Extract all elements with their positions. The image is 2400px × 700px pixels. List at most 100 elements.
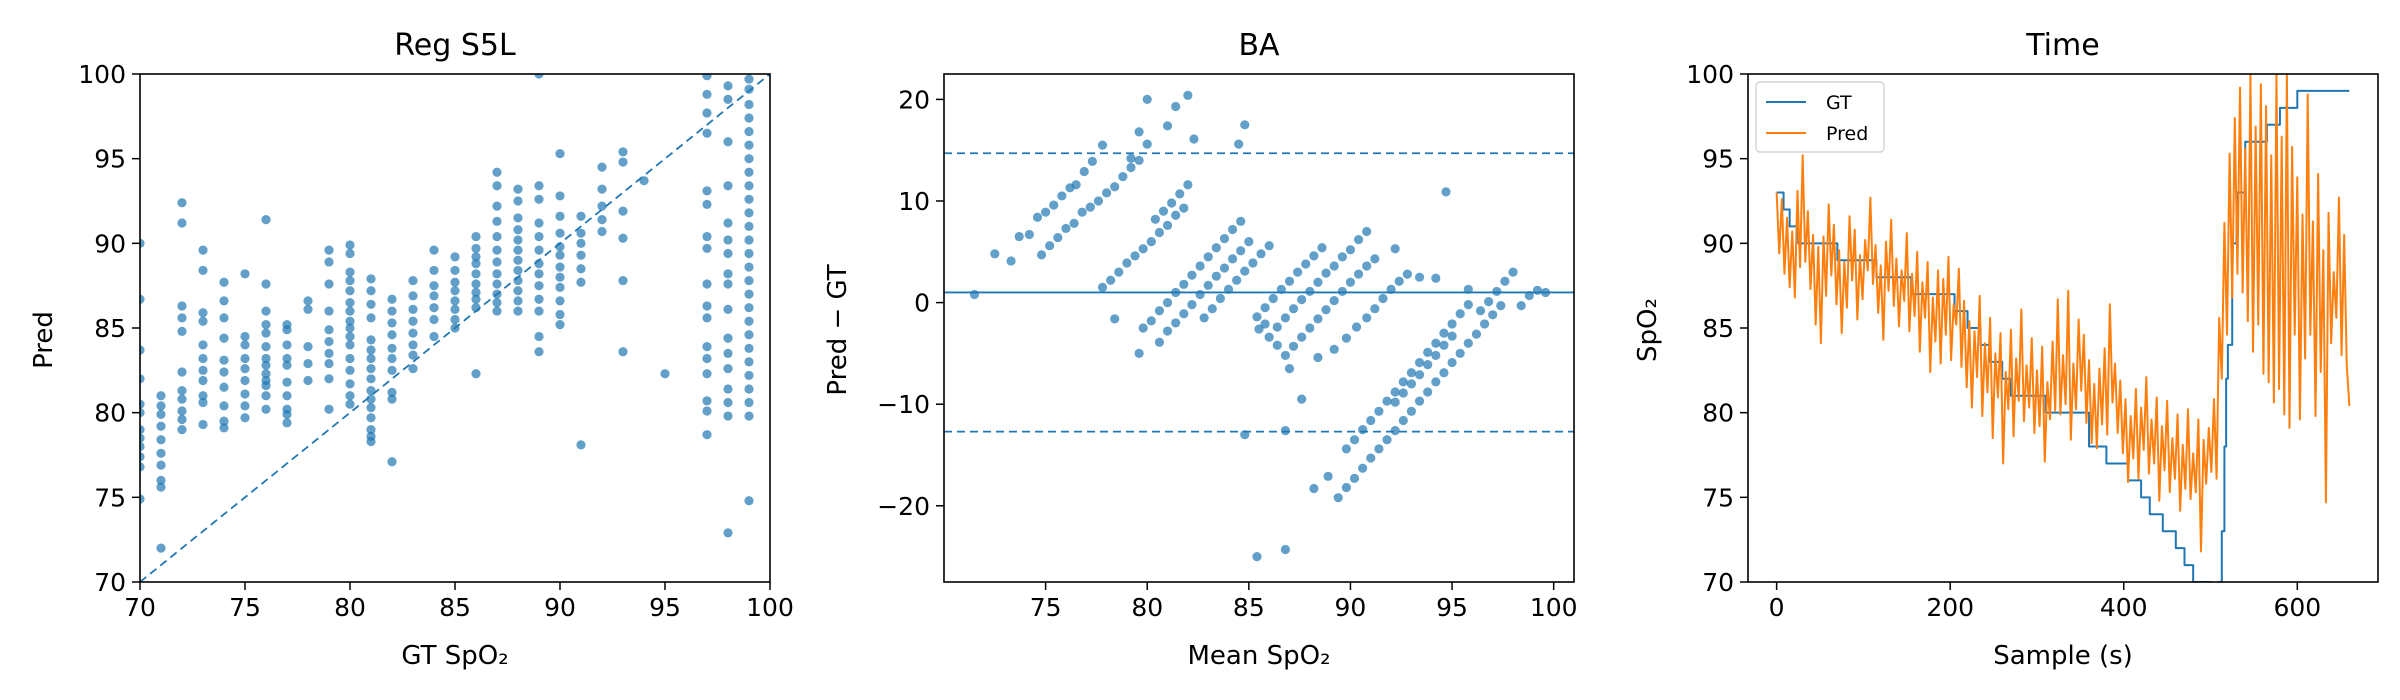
- scatter-point: [1313, 277, 1323, 287]
- scatter-point: [1414, 370, 1425, 380]
- scatter-point: [744, 181, 754, 191]
- scatter-point: [219, 416, 229, 426]
- scatter-point: [744, 140, 754, 150]
- scatter-point: [513, 225, 523, 235]
- scatter-point: [1276, 284, 1286, 294]
- scatter-point: [576, 264, 586, 274]
- scatter-point: [1195, 261, 1205, 271]
- scatter-point: [1398, 415, 1408, 426]
- regression-plot-frame: [139, 73, 771, 583]
- scatter-point: [1211, 243, 1221, 253]
- scatter-point: [303, 342, 313, 352]
- scatter-point: [140, 462, 145, 472]
- scatter-point: [177, 425, 187, 435]
- scatter-point: [1203, 280, 1213, 290]
- y-tick-label: 75: [1702, 483, 1734, 512]
- scatter-point: [1077, 207, 1087, 217]
- scatter-point: [723, 333, 733, 343]
- scatter-point: [1463, 338, 1473, 348]
- scatter-point: [1093, 196, 1104, 206]
- scatter-point: [219, 401, 229, 411]
- scatter-point: [1130, 251, 1140, 261]
- scatter-point: [177, 406, 187, 416]
- scatter-point: [1215, 293, 1225, 304]
- scatter-point: [1353, 269, 1364, 279]
- scatter-point: [261, 353, 271, 364]
- scatter-point: [555, 148, 565, 159]
- scatter-point: [366, 386, 376, 396]
- scatter-point: [723, 348, 733, 358]
- regression-marks: [140, 74, 770, 582]
- legend-box: [1755, 81, 1885, 153]
- scatter-point: [240, 375, 250, 386]
- scatter-point: [1406, 406, 1417, 416]
- regression-y-label: Pred: [29, 311, 59, 369]
- y-tick-label: −10: [877, 390, 930, 419]
- scatter-point: [723, 304, 733, 314]
- scatter-point: [1414, 357, 1425, 368]
- scatter-point: [1496, 301, 1506, 311]
- y-tick-label: 90: [94, 229, 126, 258]
- scatter-point: [177, 326, 187, 336]
- scatter-point: [1293, 267, 1303, 277]
- scatter-point: [1349, 473, 1360, 483]
- scatter-point: [429, 314, 439, 325]
- scatter-point: [513, 265, 523, 276]
- scatter-point: [366, 425, 376, 435]
- scatter-point: [156, 435, 166, 445]
- y-tick-label: 70: [94, 568, 126, 597]
- scatter-point: [744, 343, 754, 353]
- scatter-point: [618, 347, 628, 357]
- scatter-point: [534, 194, 544, 204]
- y-tick-label: 90: [1702, 229, 1734, 258]
- scatter-point: [534, 218, 544, 228]
- scatter-point: [744, 235, 754, 245]
- scatter-point: [1439, 368, 1449, 378]
- x-tick-label: 90: [1335, 593, 1367, 622]
- scatter-point: [156, 475, 166, 485]
- scatter-point: [744, 384, 754, 394]
- scatter-point: [345, 267, 355, 277]
- scatter-point: [1006, 256, 1016, 266]
- scatter-point: [408, 275, 418, 286]
- scatter-point: [555, 320, 565, 330]
- scatter-point: [744, 113, 754, 123]
- scatter-point: [1305, 286, 1315, 297]
- scatter-point: [1280, 313, 1291, 323]
- scatter-point: [1313, 314, 1323, 324]
- scatter-point: [576, 238, 586, 248]
- scatter-point: [1447, 357, 1457, 368]
- scatter-point: [1366, 415, 1376, 426]
- scatter-point: [1439, 340, 1449, 350]
- scatter-point: [1138, 323, 1148, 333]
- scatter-point: [723, 94, 733, 104]
- scatter-point: [387, 394, 397, 404]
- scatter-point: [1126, 162, 1136, 173]
- scatter-point: [1085, 202, 1095, 212]
- scatter-point: [156, 543, 166, 553]
- x-tick-label: 75: [229, 593, 261, 622]
- scatter-point: [1353, 235, 1364, 245]
- scatter-point: [282, 377, 292, 387]
- scatter-point: [450, 277, 460, 287]
- time-series-plot-frame: [1747, 73, 2379, 583]
- scatter-point: [198, 353, 208, 364]
- scatter-point: [1386, 284, 1396, 294]
- scatter-point: [1463, 300, 1473, 310]
- scatter-point: [345, 365, 355, 375]
- scatter-point: [1280, 426, 1291, 436]
- scatter-point: [366, 274, 376, 284]
- scatter-point: [450, 296, 460, 306]
- scatter-point: [140, 374, 145, 384]
- scatter-point: [1179, 309, 1189, 319]
- scatter-point: [1280, 544, 1291, 555]
- scatter-point: [261, 320, 271, 330]
- scatter-point: [1313, 352, 1323, 363]
- regression-title: Reg S5L: [394, 28, 516, 63]
- scatter-point: [366, 413, 376, 423]
- scatter-point: [177, 313, 187, 323]
- scatter-point: [366, 345, 376, 355]
- scatter-point: [282, 391, 292, 401]
- scatter-point: [1484, 296, 1494, 307]
- scatter-point: [219, 423, 229, 433]
